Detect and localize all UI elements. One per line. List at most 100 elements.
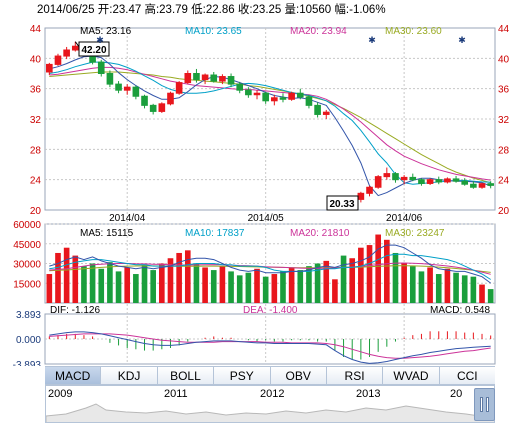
candle-body [470, 183, 477, 188]
price-xtick: 2014/04 [109, 213, 146, 224]
candle-body [478, 183, 486, 188]
price-ytick-right: 24 [498, 176, 510, 187]
ma30-line [49, 71, 491, 184]
candle-body [71, 45, 79, 51]
volume-bar [63, 247, 70, 303]
handle-grip-right[interactable] [486, 397, 489, 412]
candle-body [219, 76, 226, 82]
volume-ytick: 30000 [13, 260, 41, 271]
macd-ytick: 0.000 [16, 335, 41, 346]
navigator-year-2013: 2013 [356, 388, 381, 400]
candle-body [149, 104, 157, 112]
candle-body [383, 173, 391, 178]
callout-low-box [326, 195, 359, 211]
volume-bar [159, 263, 165, 303]
price-ytick-left: 24 [30, 176, 42, 187]
tab-psy[interactable]: PSY [214, 367, 271, 384]
volume-bar [46, 274, 53, 303]
price-xtick: 2014/06 [386, 213, 423, 224]
volume-bar [306, 266, 312, 303]
navigator-range-handle[interactable] [474, 388, 495, 421]
candle-body [366, 186, 373, 194]
navigator-year-2012: 2012 [260, 388, 285, 400]
volume-bar [418, 271, 425, 303]
tab-kdj[interactable]: KDJ [101, 367, 158, 384]
volume-legend-1: MA10: 17837 [185, 228, 245, 239]
volume-bar [332, 279, 338, 303]
callout-high-box [78, 41, 110, 57]
tab-wvad[interactable]: WVAD [383, 367, 440, 384]
candle-body [253, 92, 261, 96]
vol-ma20-line [49, 262, 491, 275]
event-marker-2: ✱ [368, 35, 376, 45]
volume-bar [219, 266, 226, 303]
volume-bar [461, 275, 468, 303]
candle-body [245, 89, 252, 96]
volume-bar [202, 267, 208, 303]
volume-bar [150, 270, 156, 303]
macd-ytick: 3.893 [16, 310, 41, 321]
volume-bar [427, 267, 433, 303]
volume-ytick: 60000 [13, 220, 41, 231]
ma5-line [49, 55, 491, 197]
candle-body [46, 63, 53, 73]
volume-bar [479, 284, 485, 303]
candle-body [314, 104, 321, 115]
volume-bar [366, 245, 373, 303]
quote-date: 2014/06/25 [37, 4, 95, 16]
volume-bar [314, 263, 321, 303]
candle-body [461, 180, 469, 185]
volume-bar [401, 263, 407, 303]
dea-line [49, 333, 491, 359]
tab-cci[interactable]: CCI [439, 367, 495, 384]
volume-legend-3: MA30: 23247 [385, 228, 445, 239]
volume-bar [435, 274, 442, 303]
candle-body [418, 179, 425, 184]
price-ytick-left: 28 [30, 145, 42, 156]
candle-body [97, 61, 105, 74]
volume-bar [124, 267, 131, 303]
candle-body [271, 97, 278, 102]
volume-bar [470, 276, 477, 303]
navigator-year-2011: 2011 [164, 388, 188, 400]
volume-bar [340, 255, 347, 303]
volume-bar [409, 266, 416, 303]
volume-bar [133, 274, 139, 303]
navigator-year-2009: 2009 [48, 388, 73, 400]
volume-bar [167, 258, 174, 303]
candle-body [227, 76, 235, 85]
price-ytick-right: 32 [498, 115, 510, 126]
candle-body [141, 95, 148, 106]
volume-bar [72, 255, 79, 303]
event-marker-3: ✱ [458, 35, 466, 45]
candle-body [167, 92, 174, 105]
volume-bar [262, 276, 269, 303]
candle-body [400, 176, 408, 181]
price-ytick-right: 20 [498, 206, 510, 217]
price-ytick-right: 36 [498, 85, 510, 96]
indicator-tabs: MACD KDJ BOLL PSY OBV RSI WVAD CCI [45, 366, 495, 385]
tab-macd[interactable]: MACD [45, 367, 102, 384]
tab-rsi[interactable]: RSI [326, 367, 384, 384]
candle-body [132, 86, 140, 97]
volume-bar [98, 268, 105, 303]
volume-bar [323, 260, 330, 303]
dif-line [49, 331, 491, 364]
price-ytick-right: 28 [498, 145, 510, 156]
low-value: 22.86 [205, 4, 235, 16]
macd-legend-0: DIF: -1.126 [50, 305, 100, 316]
volume-bar [392, 252, 399, 303]
volume-bar [236, 275, 243, 303]
candle-body [435, 179, 443, 183]
change-value: -1.06% [349, 4, 386, 16]
macd-ytick: -3.893 [13, 360, 42, 366]
volume-bar [245, 272, 252, 303]
volume-legend-2: MA20: 21810 [290, 228, 350, 239]
volume-value: 10560 [299, 4, 332, 16]
callout-low-label: 20.33 [329, 199, 354, 210]
time-navigator[interactable]: 2009 2011 2012 2013 20 [45, 385, 495, 423]
tab-obv[interactable]: OBV [270, 367, 327, 384]
tab-boll[interactable]: BOLL [157, 367, 215, 384]
handle-grip-left[interactable] [480, 397, 483, 412]
volume-bar [228, 271, 234, 303]
